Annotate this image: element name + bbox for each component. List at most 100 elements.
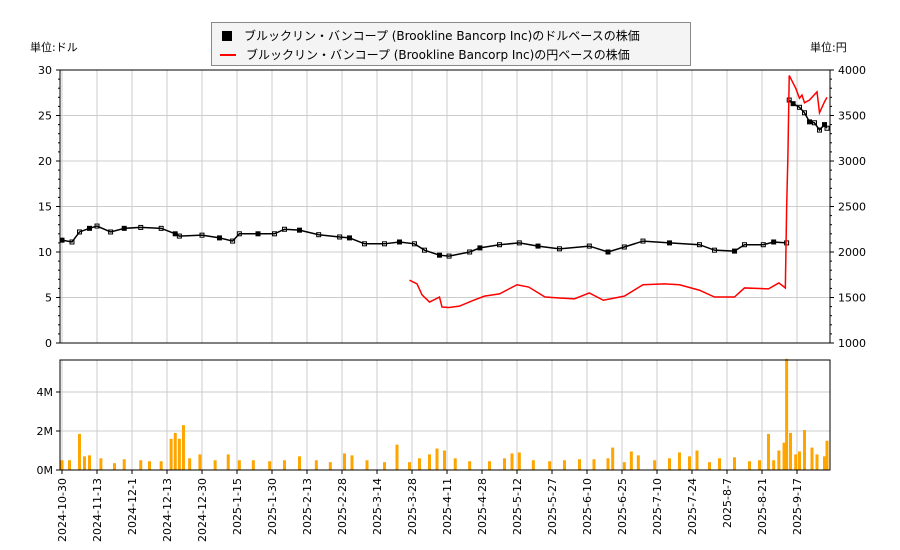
volume-bar (343, 453, 346, 470)
volume-bar (668, 458, 671, 470)
jpy-price-line (409, 75, 828, 309)
volume-bar (60, 460, 64, 470)
x-tick-label: 2025-3-28 (406, 478, 419, 535)
left-y-tick-label: 0 (45, 337, 52, 350)
right-unit-label: 単位:円 (810, 41, 847, 54)
x-tick-label: 2025-3-14 (371, 478, 384, 535)
volume-bar (83, 456, 86, 470)
left-y-tick-label: 25 (38, 110, 52, 123)
volume-y-tick-label: 0M (37, 464, 54, 477)
volume-bar (453, 458, 457, 470)
right-y-tick-label: 1500 (838, 292, 866, 305)
x-tick-label: 2025-4-11 (441, 478, 454, 535)
volume-bar (563, 460, 566, 470)
volume-bar (314, 460, 318, 470)
volume-bar (748, 461, 751, 470)
volume-bar (226, 454, 230, 470)
volume-bar (708, 462, 711, 470)
right-y-tick-label: 3500 (838, 110, 866, 123)
volume-bar (636, 455, 640, 470)
volume-bar (88, 455, 91, 470)
usd-price-line (61, 225, 787, 257)
volume-bar (688, 456, 691, 470)
x-tick-label: 2025-2-13 (301, 478, 314, 535)
volume-bar (517, 452, 521, 470)
volume-bar (794, 454, 798, 470)
volume-bar (766, 433, 770, 470)
legend-item-jpy: ブルックリン・バンコープ (Brookline Bancorp Inc)の円ベー… (220, 46, 630, 63)
left-y-tick-label: 30 (38, 64, 52, 77)
x-tick-label: 2024-12-1 (126, 478, 139, 535)
volume-bar (159, 461, 163, 470)
volume-bar (173, 432, 177, 470)
volume-bar (188, 458, 192, 470)
volume-bar (810, 447, 814, 470)
volume-bar (695, 450, 699, 470)
legend-item-usd: ブルックリン・バンコープ (Brookline Bancorp Inc)のドルベ… (220, 27, 640, 44)
legend: ブルックリン・バンコープ (Brookline Bancorp Inc)のドルベ… (211, 22, 691, 66)
x-tick-label: 2024-12-30 (196, 478, 209, 542)
volume-bar (181, 425, 185, 470)
volume-bar (510, 453, 514, 470)
volume-plot-frame (59, 359, 831, 471)
black-square-icon (222, 30, 232, 41)
volume-bar (99, 458, 103, 470)
volume-bar (198, 454, 202, 470)
volume-bar (350, 455, 354, 470)
volume-bar (503, 458, 506, 470)
volume-bar (777, 450, 781, 470)
volume-bar (772, 460, 776, 470)
x-tick-label: 2025-8-21 (756, 478, 769, 535)
volume-bar (251, 460, 255, 470)
volume-bar (785, 358, 789, 470)
volume-bar (823, 456, 826, 470)
x-tick-label: 2024-10-30 (56, 478, 69, 542)
volume-bar (622, 462, 626, 470)
price-plot-frame (59, 69, 831, 344)
volume-bar (298, 456, 301, 470)
left-unit-label: 単位:ドル (30, 41, 78, 54)
volume-bar (798, 451, 801, 470)
x-tick-label: 2025-1-30 (266, 478, 279, 535)
volume-y-tick-label: 2M (37, 425, 54, 438)
volume-bar (435, 448, 439, 470)
volume-bar (148, 461, 151, 470)
x-tick-label: 2025-6-10 (581, 478, 594, 535)
volume-bar (443, 450, 446, 470)
volume-bar (803, 430, 806, 470)
volume-bar (68, 460, 71, 470)
x-tick-label: 2025-5-12 (511, 478, 524, 535)
volume-bar (122, 459, 126, 470)
volume-bar (177, 438, 181, 470)
volume-bar (653, 460, 657, 470)
red-line-icon (220, 53, 236, 56)
volume-bar (578, 459, 581, 470)
volume-bar (606, 458, 610, 470)
volume-bar (531, 460, 535, 470)
x-tick-label: 2025-6-25 (616, 478, 629, 535)
right-y-tick-label: 1000 (838, 337, 866, 350)
left-y-tick-label: 5 (45, 292, 52, 305)
legend-label-jpy: ブルックリン・バンコープ (Brookline Bancorp Inc)の円ベー… (246, 48, 630, 62)
volume-bar (468, 461, 472, 470)
volume-bar (678, 452, 681, 470)
x-tick-label: 2025-7-24 (686, 478, 699, 535)
usd-price-line (788, 99, 828, 132)
x-tick-label: 2025-7-10 (651, 478, 664, 535)
x-tick-label: 2024-12-13 (161, 478, 174, 542)
x-tick-label: 2025-2-28 (336, 478, 349, 535)
x-tick-label: 2025-1-15 (231, 478, 244, 535)
volume-bar (548, 461, 552, 470)
x-tick-label: 2025-4-28 (476, 478, 489, 535)
volume-bar (328, 462, 332, 470)
x-tick-label: 2025-9-17 (791, 478, 804, 535)
volume-bar (488, 461, 491, 470)
volume-bar (758, 460, 761, 470)
volume-bar (825, 440, 829, 470)
volume-bar (629, 451, 633, 470)
volume-bar (733, 457, 736, 470)
right-y-tick-label: 3000 (838, 155, 866, 168)
legend-label-usd: ブルックリン・バンコープ (Brookline Bancorp Inc)のドルベ… (244, 29, 640, 43)
volume-bar (815, 454, 819, 470)
